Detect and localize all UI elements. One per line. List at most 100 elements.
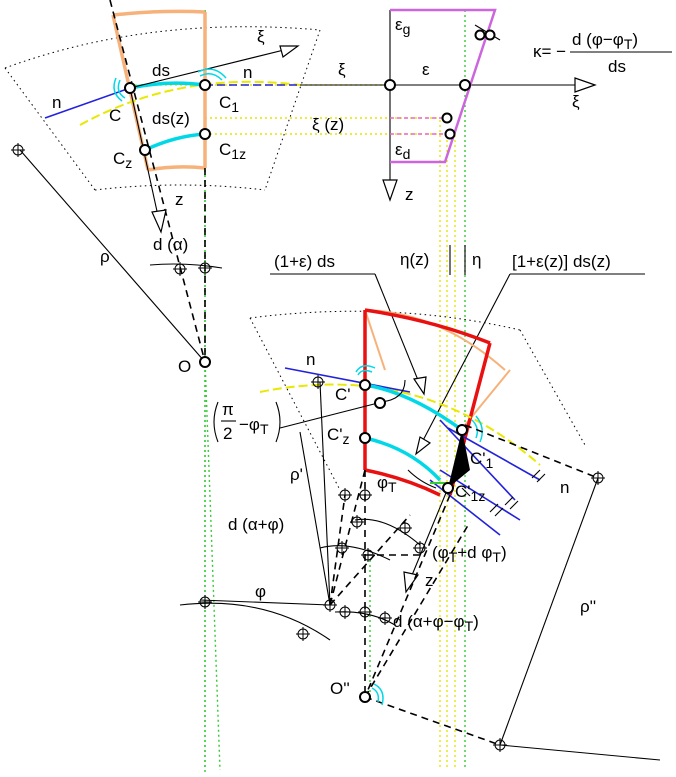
def-angle-C	[357, 369, 373, 376]
angle-arc-phiT	[407, 469, 437, 489]
label-kappa: κ= −	[533, 42, 566, 61]
radius-left	[109, 0, 206, 363]
point-O	[199, 356, 211, 368]
outer-sector-right	[264, 29, 321, 191]
neutral-fiber	[79, 80, 301, 126]
def-angle-C1	[471, 419, 479, 439]
svg-text:2: 2	[223, 424, 232, 443]
outer-sector-bottom	[94, 184, 266, 191]
def-fiber-ds	[364, 383, 464, 432]
label-kappa-den: ds	[608, 57, 626, 76]
def-radius-8	[364, 521, 471, 698]
phi-ref	[199, 599, 331, 606]
outer-sector-arc	[4, 26, 321, 69]
def-radius-5	[364, 494, 451, 698]
label-rho-prime: ρ'	[290, 465, 303, 484]
def-radius-6	[364, 696, 501, 746]
def-neutral-fiber	[259, 383, 541, 466]
label-n-mid: n	[243, 63, 252, 82]
leader-dsz	[417, 273, 511, 451]
angle-mark-C2	[113, 77, 123, 102]
angle-mark-Odd2	[373, 683, 384, 706]
xi-arrow-head	[279, 45, 300, 59]
point-C	[124, 82, 136, 94]
label-rho: ρ	[100, 247, 110, 266]
rho-dd-line	[499, 477, 599, 746]
label-d-alpha-phi: d (α+φ)	[228, 515, 284, 534]
label-eta: η	[472, 250, 481, 269]
label-eps: ε	[422, 60, 430, 79]
element-bottom-arc	[147, 165, 206, 172]
point-Cz	[139, 144, 151, 156]
label-ds: ds	[152, 61, 170, 80]
label-C: C	[109, 106, 121, 125]
label-phiT: φT	[377, 473, 397, 495]
label-Cz: Cz	[113, 149, 132, 171]
strain-diagram: ξ ξ (z) εg ε εd ξ z κ= − d (φ−φT) ds	[300, 8, 672, 204]
def-red-bottom	[364, 468, 441, 497]
label-z-right: z	[405, 185, 414, 204]
label-n-def: n	[306, 350, 315, 369]
element-top-arc	[112, 9, 206, 17]
def-radius-2	[329, 494, 346, 606]
label-C1-prime: C'1	[470, 449, 494, 471]
def-angle-C1b	[475, 415, 483, 443]
rho-prime-line	[319, 381, 331, 606]
crosshair-marks-upper	[11, 143, 212, 276]
label-Cz-prime: C'z	[327, 425, 350, 447]
rho-dd-ext	[499, 744, 661, 761]
point-C-prime	[359, 379, 371, 391]
point-strain-g1	[474, 29, 486, 41]
label-C1z-prime: C'1z	[455, 482, 485, 504]
arc-phi	[179, 602, 331, 641]
angle-mark-C	[117, 79, 126, 99]
def-normal-1	[439, 419, 516, 501]
angle-mark-C1	[199, 73, 223, 81]
eta-markers: η(z) η	[400, 245, 481, 275]
label-len-dsz: [1+ε(z)] ds(z)	[512, 252, 611, 271]
def-orange-left	[364, 309, 386, 371]
label-z-left: z	[175, 190, 184, 209]
svg-text:π: π	[222, 400, 234, 419]
point-angle-vertex	[374, 397, 386, 409]
def-normal-2	[447, 427, 541, 481]
point-strain-z2	[444, 128, 456, 140]
label-C-prime: C'	[335, 385, 351, 404]
def-sector-top	[249, 310, 521, 331]
label-phiT-dphiT: (φT+d φT)	[432, 543, 507, 565]
arc-d-alpha-phi	[319, 545, 391, 561]
label-xi-z: ξ (z)	[312, 115, 344, 134]
def-normal-left	[284, 367, 411, 393]
arc-d-alpha	[149, 263, 223, 269]
point-C1-prime	[456, 424, 468, 436]
z-arrow-left	[151, 209, 167, 234]
label-d-alpha: d (α)	[153, 235, 188, 254]
point-strain-z1	[441, 112, 453, 124]
xi-axis	[129, 46, 297, 89]
svg-text:−φT: −φT	[239, 415, 269, 437]
label-ds-z: ds(z)	[152, 109, 190, 128]
tick-marks	[461, 469, 546, 517]
point-strain-eps	[459, 79, 471, 91]
leader-dsz-arrow	[415, 436, 432, 456]
label-d-alpha-phi-phiT: d (α+φ−φT)	[393, 612, 479, 634]
angle-mark-C1b	[197, 68, 227, 79]
label-xi-mid: ξ	[338, 60, 346, 79]
label-kappa-num: d (φ−φT)	[572, 30, 638, 52]
leader-pi-half	[279, 402, 379, 429]
def-red-top	[364, 308, 491, 345]
def-fiber-dsz	[364, 436, 442, 482]
label-z-def: z	[425, 571, 434, 590]
label-pi-half-minus-phiT: π 2 −φT	[213, 400, 281, 443]
guide-lines	[130, 10, 466, 775]
angle-mark-Odd	[371, 687, 380, 703]
label-O: O	[178, 357, 191, 376]
fiber-ds-z	[144, 132, 206, 152]
undeformed-element: n ds n ξ C C1 ds(z) Cz C1z z d (α) ρ O	[4, 0, 321, 376]
point-O-dd	[359, 691, 371, 703]
z-arrow-right	[382, 179, 398, 202]
point-C1	[199, 79, 211, 91]
rho-prime-line-2	[299, 431, 331, 606]
label-eta-z: η(z)	[400, 250, 429, 269]
